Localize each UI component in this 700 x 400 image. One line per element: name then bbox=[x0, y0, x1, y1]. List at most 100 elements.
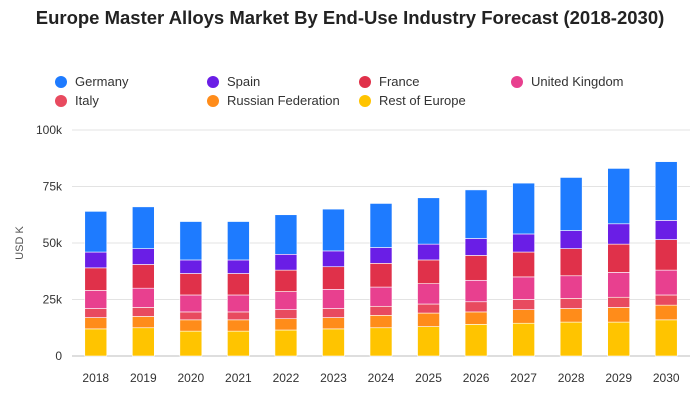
x-tick-label: 2023 bbox=[320, 371, 347, 385]
legend-swatch bbox=[359, 75, 371, 88]
bar-segment-germany-2028 bbox=[559, 177, 583, 231]
bar-segment-rest-of-europe-2026 bbox=[464, 324, 488, 357]
bar-segment-spain-2024 bbox=[369, 247, 393, 264]
bar-segment-germany-2018 bbox=[84, 211, 108, 253]
bar-segment-france-2022 bbox=[274, 269, 298, 292]
y-tick-label: 25k bbox=[43, 293, 63, 307]
bar-segment-germany-2023 bbox=[322, 208, 345, 252]
legend-label: Germany bbox=[75, 74, 129, 89]
bar-segment-germany-2020 bbox=[179, 221, 203, 261]
legend-label: Spain bbox=[227, 74, 261, 89]
legend-swatch bbox=[359, 94, 371, 107]
legend-item-germany[interactable]: Germany bbox=[55, 74, 128, 89]
bar-segment-rest-of-europe-2018 bbox=[84, 328, 108, 357]
bar-segment-spain-2020 bbox=[179, 259, 203, 274]
bar-segment-germany-2022 bbox=[274, 214, 298, 255]
bar-segment-italy-2026 bbox=[464, 301, 488, 313]
x-tick-label: 2022 bbox=[273, 371, 300, 385]
bar-segment-france-2029 bbox=[607, 243, 630, 273]
legend-item-italy[interactable]: Italy bbox=[55, 93, 99, 108]
x-tick-label: 2018 bbox=[82, 371, 109, 385]
bar-segment-united-kingdom-2021 bbox=[227, 294, 250, 313]
bar-segment-russian-federation-2029 bbox=[607, 307, 630, 323]
x-tick-label: 2019 bbox=[130, 371, 157, 385]
bar-segment-spain-2029 bbox=[607, 223, 630, 245]
bar-segment-spain-2021 bbox=[227, 259, 250, 274]
legend-label: Italy bbox=[75, 93, 99, 108]
bar-segment-united-kingdom-2024 bbox=[369, 286, 393, 307]
bar-segment-rest-of-europe-2024 bbox=[369, 327, 393, 357]
bar-segment-germany-2024 bbox=[369, 203, 393, 248]
bar-segment-spain-2018 bbox=[84, 251, 108, 269]
bar-segment-italy-2025 bbox=[417, 303, 440, 314]
y-tick-label: 50k bbox=[43, 236, 63, 250]
bar-segment-united-kingdom-2028 bbox=[559, 275, 583, 299]
bar-segment-united-kingdom-2022 bbox=[274, 291, 298, 310]
legend-swatch bbox=[55, 75, 67, 88]
bar-segment-russian-federation-2026 bbox=[464, 311, 488, 325]
bar-segment-france-2024 bbox=[369, 263, 393, 288]
legend-item-spain[interactable]: Spain bbox=[207, 74, 260, 89]
bar-segment-france-2026 bbox=[464, 255, 488, 281]
bar-segment-italy-2023 bbox=[322, 308, 345, 318]
bar-segment-russian-federation-2025 bbox=[417, 312, 440, 327]
bar-segment-italy-2022 bbox=[274, 309, 298, 320]
bar-segment-france-2025 bbox=[417, 259, 440, 284]
y-axis: 0 25k 50k 75k 100k bbox=[36, 123, 63, 363]
x-tick-label: 2029 bbox=[605, 371, 632, 385]
bar-segment-united-kingdom-2026 bbox=[464, 279, 488, 303]
x-tick-label: 2028 bbox=[558, 371, 585, 385]
legend-swatch bbox=[207, 94, 219, 107]
legend-item-france[interactable]: France bbox=[359, 74, 419, 89]
bar-segment-germany-2030 bbox=[654, 161, 678, 221]
bar-segment-germany-2025 bbox=[417, 197, 440, 245]
bar-segment-italy-2027 bbox=[512, 299, 535, 310]
bar-segment-france-2018 bbox=[84, 267, 108, 291]
bar-segment-germany-2019 bbox=[132, 206, 155, 249]
x-axis: 2018 2019 2020 2021 2022 2023 2024 2025 2026 2027… bbox=[82, 371, 679, 385]
bar-segment-spain-2022 bbox=[274, 254, 298, 271]
bar-segment-rest-of-europe-2027 bbox=[512, 322, 535, 357]
x-tick-label: 2026 bbox=[463, 371, 490, 385]
bar-segment-united-kingdom-2023 bbox=[322, 289, 345, 309]
x-tick-label: 2025 bbox=[415, 371, 442, 385]
bar-segment-spain-2028 bbox=[559, 230, 583, 249]
bar-segment-spain-2023 bbox=[322, 250, 345, 268]
bar-segment-spain-2019 bbox=[132, 248, 155, 265]
bar-segment-spain-2030 bbox=[654, 220, 678, 240]
bar-segment-france-2020 bbox=[179, 273, 203, 296]
bar-segment-russian-federation-2020 bbox=[179, 319, 203, 332]
bar-segment-germany-2026 bbox=[464, 189, 488, 239]
bar-segment-spain-2027 bbox=[512, 233, 535, 253]
bar-segment-russian-federation-2023 bbox=[322, 317, 345, 330]
bar-segment-spain-2026 bbox=[464, 238, 488, 256]
x-tick-label: 2027 bbox=[510, 371, 537, 385]
bar-segment-france-2021 bbox=[227, 273, 250, 296]
legend-item-rest-of-europe[interactable]: Rest of Europe bbox=[359, 93, 466, 108]
bar-segment-rest-of-europe-2020 bbox=[179, 330, 203, 357]
bar-segment-united-kingdom-2025 bbox=[417, 283, 440, 305]
legend-label: Rest of Europe bbox=[379, 93, 466, 108]
bar-segment-italy-2019 bbox=[132, 307, 155, 317]
bar-segment-russian-federation-2030 bbox=[654, 304, 678, 321]
bar-segment-france-2019 bbox=[132, 264, 155, 289]
bar-segment-italy-2030 bbox=[654, 294, 678, 306]
bar-segment-italy-2029 bbox=[607, 296, 630, 308]
bar-segment-france-2023 bbox=[322, 266, 345, 290]
y-tick-label: 75k bbox=[43, 180, 63, 194]
bar-segment-italy-2020 bbox=[179, 311, 203, 321]
bars bbox=[84, 161, 678, 357]
bar-segment-italy-2024 bbox=[369, 305, 393, 316]
chart-title: Europe Master Alloys Market By End-Use I… bbox=[35, 7, 665, 28]
legend-item-united-kingdom[interactable]: United Kingdom bbox=[511, 74, 624, 89]
bar-segment-united-kingdom-2019 bbox=[132, 287, 155, 308]
y-axis-label: USD K bbox=[14, 226, 26, 260]
bar-segment-italy-2018 bbox=[84, 308, 108, 318]
legend-swatch bbox=[55, 94, 67, 107]
legend-item-russian-federation[interactable]: Russian Federation bbox=[207, 93, 340, 108]
bar-segment-rest-of-europe-2021 bbox=[227, 330, 250, 357]
bar-segment-russian-federation-2018 bbox=[84, 317, 108, 330]
bar-segment-russian-federation-2019 bbox=[132, 316, 155, 329]
x-tick-label: 2021 bbox=[225, 371, 252, 385]
